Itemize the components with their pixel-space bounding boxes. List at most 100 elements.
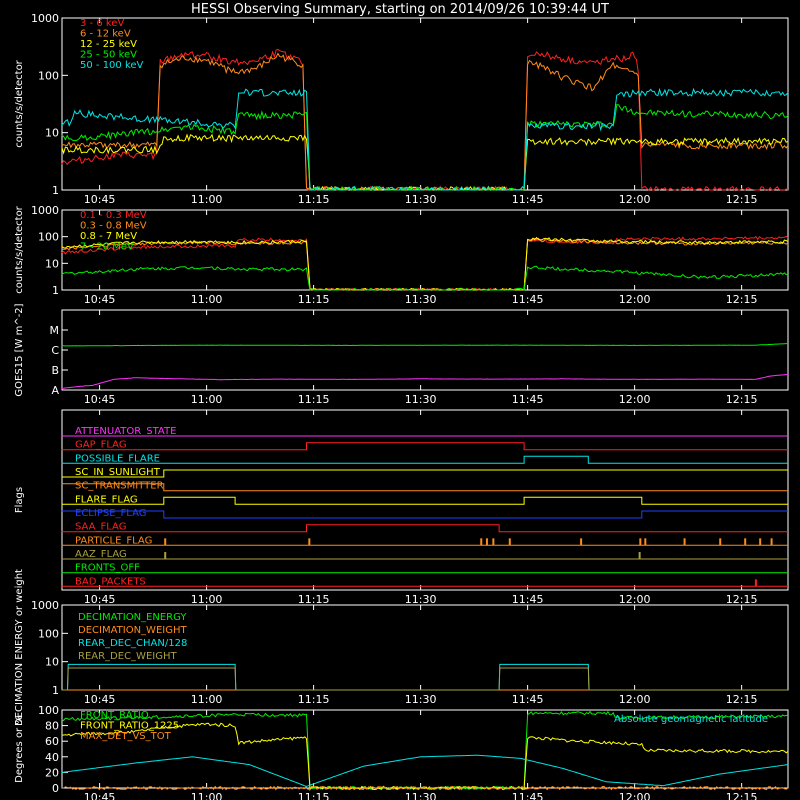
- panel-flags: 10:45 11:00 11:15 11:30 11:45 12:00 12:15 Flags…: [14, 409, 789, 606]
- x-tick-label: 11:00: [191, 693, 223, 706]
- y-tick-label: 1000: [31, 599, 59, 612]
- x-tick-label: 11:15: [298, 693, 330, 706]
- flag-spike: [580, 538, 583, 546]
- series-line: [61, 237, 789, 291]
- x-tick-label: 11:15: [298, 293, 330, 306]
- x-tick-label: 11:00: [191, 593, 223, 606]
- flag-spike: [164, 552, 167, 559]
- y-tick-label: C: [51, 344, 59, 357]
- y-axis-label: Flags: [14, 487, 25, 513]
- y-tick-label: 80: [45, 720, 59, 733]
- x-tick-label: 11:45: [512, 193, 544, 206]
- flag-trace: [61, 524, 788, 533]
- x-tick-label: 11:45: [512, 693, 544, 706]
- legend-entry: 0.3 - 0.8 MeV: [80, 221, 147, 232]
- y-tick-label: 100: [38, 69, 59, 82]
- panel-goes: 10:45 11:00 11:15 11:30 11:45 12:00 12:15 GOES1…: [14, 303, 789, 406]
- x-tick-label: 12:15: [726, 393, 758, 406]
- flag-possible_flare: POSSIBLE_FLARE: [61, 453, 788, 464]
- series-line: [61, 373, 789, 389]
- x-tick-label: 12:15: [726, 693, 758, 706]
- y-tick-label: 40: [45, 751, 59, 764]
- x-tick-label: 12:00: [619, 693, 651, 706]
- x-tick-label: 11:00: [191, 193, 223, 206]
- x-tick-label: 11:15: [298, 193, 330, 206]
- flag-gap_flag: GAP_FLAG: [61, 440, 788, 451]
- legend-entry: 0.1 - 0.3 MeV: [80, 210, 147, 221]
- flag-eclipse_flag: ECLIPSE_FLAG: [61, 508, 788, 519]
- x-tick-label: 11:15: [298, 393, 330, 406]
- legend-entry: DECIMATION_ENERGY: [78, 612, 187, 623]
- flag-fronts_off: FRONTS_OFF: [61, 563, 788, 574]
- x-tick-label: 10:45: [84, 693, 116, 706]
- y-tick-label: M: [50, 324, 60, 337]
- series-line: [61, 235, 789, 291]
- flag-label: SAA_FLAG: [75, 522, 126, 533]
- series-line: [61, 87, 789, 191]
- panel-frame: [61, 17, 789, 191]
- legend-entry: 12 - 25 keV: [80, 39, 137, 50]
- flag-spike: [719, 538, 722, 546]
- flag-label: POSSIBLE_FLARE: [75, 453, 160, 464]
- series-line: [61, 754, 789, 787]
- flag-spike: [759, 538, 762, 546]
- panels-group: 10:45 11:00 11:15 11:30 11:45 12:00 12:15 count…: [14, 12, 789, 800]
- legend-entry: FRONT_RATIO_1225: [80, 721, 179, 732]
- flag-spike: [164, 538, 167, 546]
- x-tick-label: 11:45: [512, 593, 544, 606]
- flag-spike: [485, 538, 488, 546]
- y-tick-label: 10: [45, 127, 59, 140]
- panel-frame: [61, 409, 789, 591]
- panel-decimation: 10:45 11:00 11:15 11:30 11:45 12:00 12:15 DECIM…: [14, 569, 789, 726]
- x-tick-label: 12:00: [619, 293, 651, 306]
- chart-title: HESSI Observing Summary, starting on 201…: [191, 2, 609, 17]
- x-tick-label: 11:15: [298, 593, 330, 606]
- legend-entry: REAR_DEC_WEIGHT: [78, 651, 177, 662]
- x-tick-label: 11:30: [405, 393, 437, 406]
- series-line: [61, 343, 788, 347]
- flag-bad_packets: BAD_PACKETS: [61, 576, 788, 587]
- flag-trace: [61, 510, 788, 519]
- flag-trace: [61, 496, 788, 505]
- y-axis-label: GOES15 [W m^-2]: [14, 303, 25, 396]
- x-tick-label: 10:45: [84, 193, 116, 206]
- y-axis-label: counts/s/detector: [14, 205, 25, 293]
- flag-label: PARTICLE_FLAG: [75, 535, 152, 546]
- flag-spike: [492, 538, 495, 546]
- x-tick-label: 12:15: [726, 193, 758, 206]
- flag-trace: [61, 483, 788, 492]
- panel-frame: [61, 309, 789, 391]
- y-tick-label: 20: [45, 766, 59, 779]
- x-tick-label: 12:00: [619, 593, 651, 606]
- legend-entry: 6 - 12 keV: [80, 29, 131, 40]
- y-tick-label: A: [51, 384, 59, 397]
- flag-spike: [308, 538, 311, 546]
- series-line: [61, 785, 789, 791]
- flag-label: GAP_FLAG: [75, 440, 127, 451]
- legend-entry: 25 - 50 keV: [80, 50, 137, 61]
- x-tick-label: 12:15: [726, 293, 758, 306]
- y-axis-label: DECIMATION ENERGY or weight: [14, 569, 25, 726]
- series-line: [61, 236, 789, 291]
- y-tick-label: 60: [45, 735, 59, 748]
- series-line: [61, 133, 789, 191]
- y-tick-label: 1: [52, 184, 59, 197]
- y-tick-label: 1000: [31, 12, 59, 25]
- flag-spike: [770, 538, 773, 546]
- x-tick-label: 11:00: [191, 791, 223, 800]
- flag-label: SC_TRANSMITTER: [75, 481, 164, 492]
- x-tick-label: 11:30: [405, 193, 437, 206]
- flag-sc_transmitter: SC_TRANSMITTER: [61, 481, 788, 492]
- flag-trace: [61, 455, 788, 464]
- flag-sc_in_sunlight: SC_IN_SUNLIGHT: [61, 467, 788, 478]
- y-axis-label: counts/s/detector: [14, 59, 25, 147]
- x-tick-label: 11:45: [512, 393, 544, 406]
- x-tick-label: 11:15: [298, 791, 330, 800]
- flag-label: FLARE_FLAG: [75, 494, 138, 505]
- y-axis-label: Degrees or %: [14, 715, 25, 783]
- legend-entry: 50 - 100 keV: [80, 60, 144, 71]
- x-tick-label: 10:45: [84, 791, 116, 800]
- legend-entry: REAR_DEC_CHAN/128: [78, 638, 187, 649]
- legend-entry: 7 - 20 MeV: [80, 242, 134, 253]
